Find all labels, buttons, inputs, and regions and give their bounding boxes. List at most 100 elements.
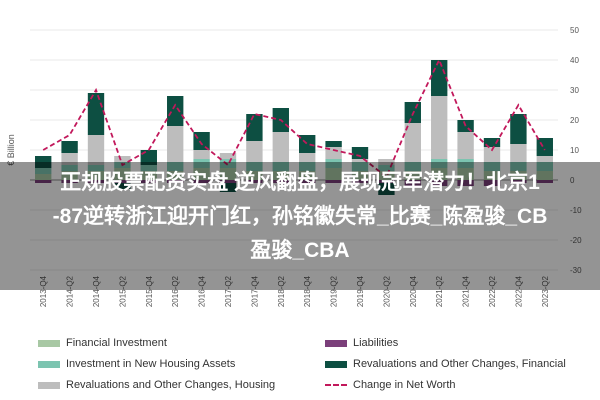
- y-tick-label: 0: [570, 176, 575, 185]
- bar-segment: [272, 132, 289, 162]
- bar-segment: [457, 159, 474, 168]
- legend-swatch: [38, 360, 60, 368]
- bar-segment: [378, 180, 395, 183]
- bar-segment: [431, 159, 448, 168]
- y-tick-label: -10: [570, 206, 582, 215]
- banner-line-1: 正规股票配资实盘 逆风翻盘，展现冠军潜力！北京1: [60, 171, 540, 194]
- bar-segment: [510, 162, 527, 171]
- bar-segment: [219, 180, 237, 183]
- bar-segment: [219, 159, 237, 168]
- x-tick-label: 2019-Q2: [330, 275, 339, 307]
- x-tick-label: 2014-Q4: [92, 275, 101, 307]
- x-tick-label: 2017-Q4: [250, 275, 259, 307]
- bar-segment: [114, 183, 131, 189]
- bar-segment: [457, 168, 474, 180]
- bar-segment: [483, 147, 501, 162]
- x-tick-label: 2019-Q4: [356, 275, 365, 307]
- legend-label: Revaluations and Other Changes, Housing: [66, 379, 276, 391]
- bar-segment: [140, 171, 157, 180]
- y-tick-label: -20: [570, 236, 582, 245]
- bar-segment: [272, 171, 289, 180]
- bar-segment: [404, 123, 421, 162]
- legend-item-net-worth: Change in Net Worth: [325, 376, 456, 394]
- legend-swatch: [38, 381, 60, 389]
- bar-segment: [167, 126, 184, 162]
- bar-segment: [404, 162, 421, 171]
- bar-segment: [510, 171, 527, 180]
- bar-segment: [167, 162, 184, 171]
- bar-segment: [510, 114, 527, 144]
- bar-segment: [483, 171, 501, 180]
- bar-segment: [193, 168, 210, 180]
- bar-segment: [35, 156, 52, 168]
- bar-segment: [167, 171, 184, 180]
- bar-segment: [431, 96, 448, 159]
- bar-segment: [87, 165, 105, 171]
- bar-segment: [246, 114, 263, 141]
- bar-segment: [87, 180, 105, 183]
- bar-segment: [61, 153, 78, 165]
- x-tick-label: 2023-Q2: [541, 275, 550, 307]
- x-tick-label: 2021-Q2: [435, 275, 444, 307]
- bar-segment: [87, 93, 105, 135]
- legend-item-financial-investment: Financial Investment: [38, 334, 167, 352]
- y-axis: -30 -20 -10 0 10 20 30 40 50: [570, 26, 582, 275]
- x-tick-label: 2016-Q4: [198, 275, 207, 307]
- legend-label: Financial Investment: [66, 337, 167, 349]
- bar-segment: [510, 144, 527, 162]
- bar-segment: [536, 171, 553, 180]
- bar-segment: [351, 180, 369, 183]
- bar-segment: [299, 135, 316, 153]
- legend-swatch: [325, 360, 347, 368]
- bar-segment: [61, 171, 78, 180]
- bar-segment: [483, 162, 501, 171]
- bar-segment: [483, 138, 501, 147]
- bar-segment: [378, 159, 395, 165]
- y-tick-label: 40: [570, 56, 579, 65]
- bar-segment: [431, 168, 448, 180]
- legend-swatch: [38, 339, 60, 347]
- bar-segment: [351, 147, 369, 159]
- bar-segment: [325, 180, 342, 183]
- x-tick-label: 2022-Q2: [488, 275, 497, 307]
- legend-label: Revaluations and Other Changes, Financia…: [353, 358, 566, 370]
- bar-segment: [87, 171, 105, 180]
- bar-segment: [61, 165, 78, 171]
- bar-segment: [351, 159, 369, 162]
- x-tick-label: 2018-Q4: [303, 275, 312, 307]
- bar-segment: [457, 132, 474, 159]
- legend-label: Change in Net Worth: [353, 379, 456, 391]
- x-tick-label: 2016-Q2: [171, 275, 180, 307]
- bar-segment: [140, 180, 157, 183]
- x-tick-label: 2015-Q2: [118, 275, 127, 307]
- bar-segment: [193, 180, 210, 183]
- bar-segment: [351, 162, 369, 171]
- bar-segment: [140, 165, 157, 171]
- bar-segment: [299, 180, 316, 183]
- bar-segment: [272, 162, 289, 171]
- bar-segment: [299, 171, 316, 180]
- bar-segment: [193, 150, 210, 159]
- bar-segment: [457, 180, 474, 186]
- x-axis: 2013-Q4 2014-Q2 2014-Q4 2015-Q2 2015-Q4 2016-…: [39, 275, 550, 307]
- bars: [35, 60, 553, 195]
- bar-segment: [325, 168, 342, 180]
- x-tick-label: 2017-Q2: [224, 275, 233, 307]
- x-tick-label: 2015-Q4: [145, 275, 154, 307]
- y-tick-label: 50: [570, 26, 579, 35]
- bar-segment: [510, 180, 527, 183]
- overlay-banner: 正规股票配资实盘 逆风翻盘，展现冠军潜力！北京1 -87逆转浙江迎开门红，孙铭徽…: [0, 162, 600, 290]
- x-tick-label: 2020-Q2: [382, 275, 391, 307]
- y-tick-label: 10: [570, 146, 579, 155]
- x-tick-label: 2018-Q2: [277, 275, 286, 307]
- bar-segment: [325, 159, 342, 168]
- bar-segment: [35, 180, 52, 183]
- y-axis-label: € Billion: [6, 134, 16, 166]
- bar-segment: [167, 96, 184, 126]
- bar-segment: [404, 171, 421, 180]
- bar-segment: [114, 168, 131, 180]
- bar-segment: [536, 156, 553, 162]
- bar-segment: [325, 141, 342, 147]
- y-tick-label: 30: [570, 86, 579, 95]
- bar-segment: [219, 168, 237, 180]
